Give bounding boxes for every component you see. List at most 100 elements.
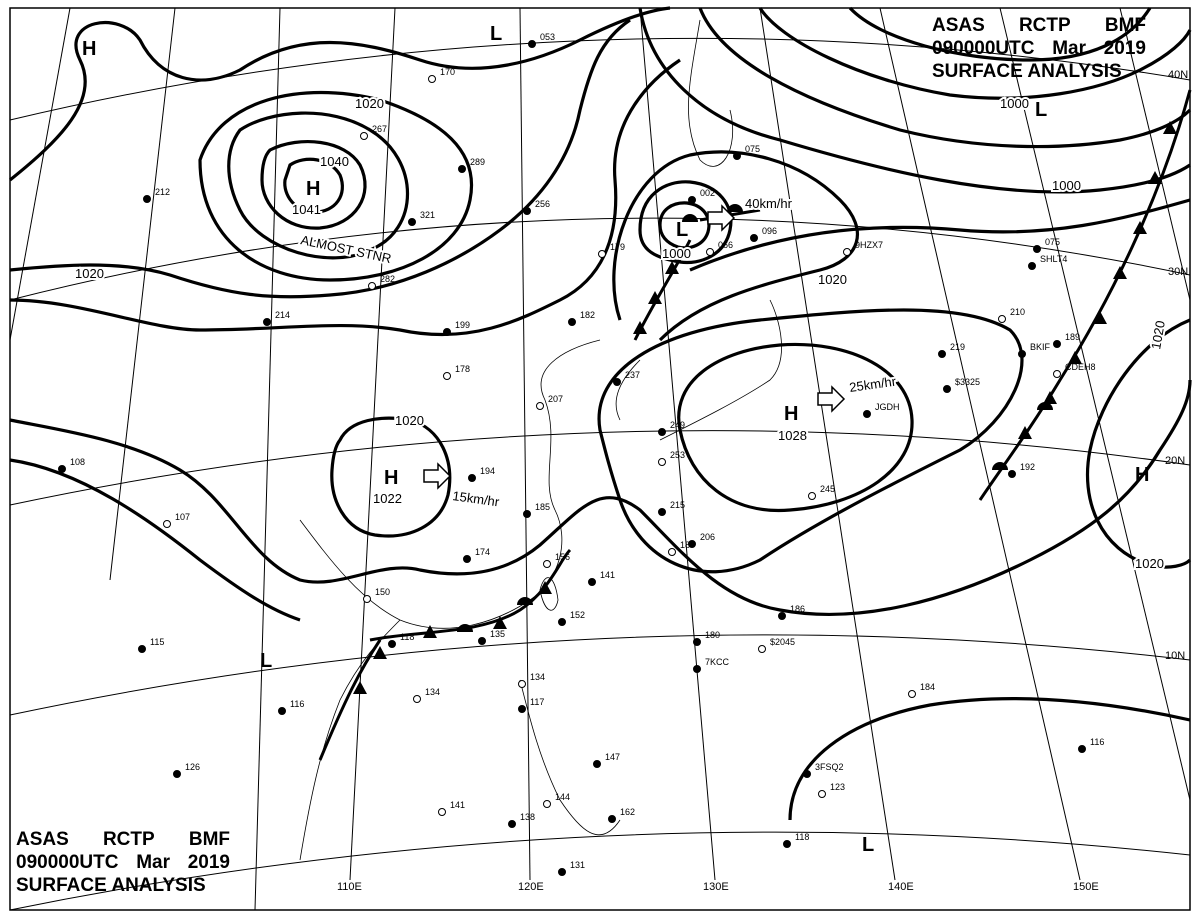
movement-arrow-icon: [817, 385, 846, 413]
center-value: 1022: [373, 491, 402, 506]
longitude-gridlines: [9, 7, 1191, 911]
station-value: 134: [425, 687, 440, 697]
station-circle-icon: [593, 760, 601, 768]
station-circle-icon: [608, 815, 616, 823]
isobar-label: 1020: [1135, 556, 1164, 571]
station-value: 150: [375, 587, 390, 597]
lon-label-140e: 140E: [888, 881, 914, 893]
title-time: 090000UTC: [932, 38, 1035, 59]
station-circle-icon: [518, 705, 526, 713]
station-value: 187: [680, 540, 695, 550]
station-circle-icon: [658, 458, 666, 466]
station-value: 131: [570, 860, 585, 870]
movement-arrow-icon: [707, 204, 736, 232]
low-center: L: [490, 23, 502, 45]
lon-label-110e: 110E: [337, 881, 362, 893]
station-value: 215: [670, 500, 685, 510]
warm-front-semicircle-icon: [1037, 402, 1053, 410]
isobar-label: 1020: [395, 413, 424, 428]
cold-front-triangle-icon: [633, 321, 647, 334]
station-value: 219: [950, 342, 965, 352]
station-circle-icon: [1078, 745, 1086, 753]
station-circle-icon: [1053, 340, 1061, 348]
station-circle-icon: [598, 250, 606, 258]
station-circle-icon: [558, 868, 566, 876]
station-value: 147: [605, 752, 620, 762]
station-value: 256: [535, 199, 550, 209]
low-center-1000: L: [676, 219, 688, 241]
station-circle-icon: [528, 40, 536, 48]
station-circle-icon: [568, 318, 576, 326]
station-circle-icon: [163, 520, 171, 528]
station-circle-icon: [818, 790, 826, 798]
station-value: 107: [175, 512, 190, 522]
station-value: 267: [372, 124, 387, 134]
low-center: L: [862, 834, 874, 856]
title-product: SURFACE ANALYSIS: [932, 61, 1122, 82]
title-station: ASAS: [16, 829, 69, 850]
station-value: 144: [555, 792, 570, 802]
station-circle-icon: [668, 548, 676, 556]
lat-label-30n: 30N: [1168, 266, 1188, 278]
lat-label-10n: 10N: [1165, 650, 1185, 662]
station-circle-icon: [803, 770, 811, 778]
station-circle-icon: [908, 690, 916, 698]
station-value: 066: [718, 240, 733, 250]
station-circle-icon: [943, 385, 951, 393]
movement-arrow-icon: [423, 462, 452, 490]
station-value: 192: [1020, 462, 1035, 472]
station-value: 156: [555, 552, 570, 562]
station-circle-icon: [558, 618, 566, 626]
low-center: L: [260, 650, 272, 672]
station-value: 253: [670, 450, 685, 460]
center-value: 1028: [778, 428, 807, 443]
station-value: 174: [475, 547, 490, 557]
station-value: 108: [70, 457, 85, 467]
station-value: 7KCC: [705, 657, 730, 667]
movement-speed: 15km/hr: [452, 488, 501, 509]
cold-front-triangle-icon: [1113, 266, 1127, 279]
title-year: 2019: [187, 852, 230, 873]
movement-speed: 40km/hr: [745, 196, 793, 211]
station-circle-icon: [518, 680, 526, 688]
station-value: 249: [670, 420, 685, 430]
station-circle-icon: [693, 665, 701, 673]
warm-front-semicircle-icon: [517, 597, 533, 605]
station-circle-icon: [368, 282, 376, 290]
station-value: 180: [705, 630, 720, 640]
station-circle-icon: [758, 645, 766, 653]
station-circle-icon: [363, 595, 371, 603]
station-value: 189: [1065, 332, 1080, 342]
station-value: 162: [620, 807, 635, 817]
station-value: 135: [490, 629, 505, 639]
cold-front-triangle-icon: [1163, 121, 1177, 134]
high-center-1022: H: [384, 467, 398, 489]
station-circle-icon: [463, 555, 471, 563]
movement-speed: 25km/hr: [848, 373, 897, 394]
station-value: 282: [380, 274, 395, 284]
station-value: 199: [455, 320, 470, 330]
station-value: 152: [570, 610, 585, 620]
station-value: 126: [185, 762, 200, 772]
header-title-bottom: ASAS RCTP BMF 090000UTC Mar 2019 SURFACE ANALY…: [16, 828, 230, 897]
station-circle-icon: [750, 234, 758, 242]
station-circle-icon: [543, 560, 551, 568]
station-value: 289: [470, 157, 485, 167]
station-value: BKIF: [1030, 342, 1051, 352]
station-circle-icon: [58, 465, 66, 473]
station-circle-icon: [588, 578, 596, 586]
station-value: 3FSQ2: [815, 762, 844, 772]
cold-front-triangle-icon: [648, 291, 662, 304]
cold-front-triangle-icon: [1148, 171, 1162, 184]
station-value: 214: [275, 310, 290, 320]
station-value: 186: [790, 604, 805, 614]
isobar-label: 1020: [355, 96, 384, 111]
station-value: 182: [580, 310, 595, 320]
warm-front-semicircle-icon: [992, 462, 1008, 470]
lon-label-120e: 120E: [518, 881, 544, 893]
station-circle-icon: [1028, 262, 1036, 270]
station-circle-icon: [706, 248, 714, 256]
title-code: BMF: [1104, 15, 1146, 36]
station-value: 170: [440, 67, 455, 77]
